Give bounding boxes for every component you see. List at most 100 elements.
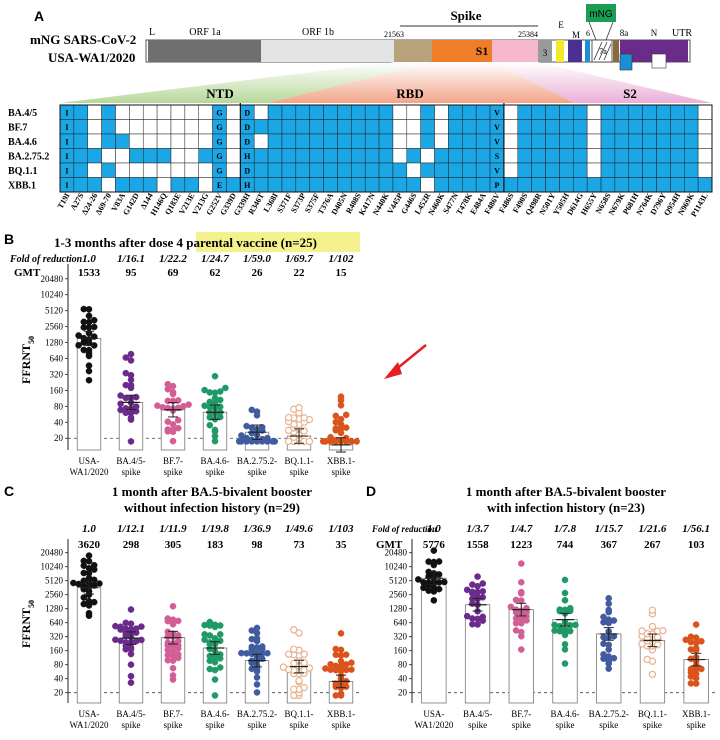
mutation-cell: [434, 104, 449, 120]
data-point: [300, 650, 308, 658]
mutation-cell: [392, 162, 408, 178]
panel-d-title-line2: with infection history (n=23): [487, 500, 645, 515]
data-point: [206, 639, 214, 646]
data-point: [248, 406, 256, 414]
mutation-cell: [697, 133, 713, 149]
data-point: [319, 438, 327, 445]
data-point: [348, 659, 355, 666]
data-point: [216, 664, 224, 671]
panel-b-header: 1-3 months after dose 4 parental vaccine…: [9, 232, 360, 279]
mutation-cell: [323, 177, 338, 193]
x-tick-label-line: BF.7-: [163, 709, 183, 719]
data-point: [164, 418, 172, 426]
data-point: [337, 415, 345, 423]
mutation-cell: [295, 104, 310, 120]
orf7-segment: [591, 39, 613, 63]
data-point: [643, 655, 651, 664]
data-point: [85, 312, 93, 320]
x-tick-label-line: USA-: [78, 456, 99, 466]
data-point: [430, 547, 438, 554]
orf1b-label: ORF 1b: [302, 27, 334, 38]
utr-label: UTR: [672, 28, 692, 39]
x-tick-label-line: spike: [599, 720, 618, 730]
mutation-cell: [73, 119, 88, 135]
mutation-cell: [670, 162, 685, 178]
data-point: [523, 604, 530, 612]
mutation-cell: [531, 177, 546, 193]
orf6-segment: [585, 40, 590, 62]
mutation-cell: [73, 148, 88, 164]
data-point: [648, 622, 657, 631]
mutation-cell: [420, 133, 435, 149]
mutation-cell-letter: V: [494, 123, 500, 132]
mutation-cell: [115, 104, 130, 120]
mutation-cell: [281, 133, 297, 149]
mutation-cell: [364, 177, 380, 193]
data-points: [154, 380, 192, 445]
panel-c-header: 1 month after BA.5-bivalent booster with…: [112, 484, 312, 515]
x-tick-label-line: BF.7-: [163, 456, 183, 466]
fold-reduction-value: 1/21.6: [639, 523, 667, 535]
x-tick-label-line: BA.4.6-: [201, 709, 230, 719]
y-axis-label: FFRNT50: [19, 336, 36, 384]
data-point: [469, 620, 476, 628]
data-point: [353, 438, 360, 445]
data-point: [698, 637, 705, 645]
data-point: [85, 609, 93, 617]
mutation-cell: [323, 133, 338, 149]
data-point: [271, 438, 279, 445]
rbd-label: RBD: [396, 86, 423, 101]
data-point: [90, 323, 98, 331]
panel-c-title-line2: without infection history (n=29): [124, 500, 300, 515]
data-point: [600, 640, 607, 648]
mutation-cell: [531, 162, 546, 178]
mutation-labels: T19IA27SΔ24-26Δ69-70V83AG142DΔ144H146QQ1…: [56, 191, 710, 219]
mutation-cell: [170, 148, 186, 164]
ntd-segment: [394, 40, 432, 62]
data-point: [305, 437, 314, 446]
mutation-cell-letter: S: [495, 152, 500, 161]
mutation-cell: [614, 162, 630, 178]
y-tick-label: 20: [398, 688, 408, 698]
fold-reduction-value: 1/69.7: [285, 253, 313, 265]
mutation-cell: [226, 177, 241, 193]
y-tick-label: 20480: [385, 548, 408, 558]
data-point: [164, 426, 172, 433]
fold-reduction-value: 1/36.9: [243, 523, 271, 535]
title-highlight: [196, 232, 360, 252]
x-tick-label-line: BQ.1.1-: [638, 709, 667, 719]
mutation-cell: [101, 119, 116, 135]
x-tick-label-line: BQ.1.1-: [285, 456, 314, 466]
mutation-cell: [670, 104, 685, 120]
data-point: [122, 619, 130, 627]
mutation-cell: [600, 119, 616, 135]
mutation-cell: [378, 177, 394, 193]
mutation-cell-letter: D: [244, 167, 250, 176]
data-point: [295, 404, 303, 412]
data-point: [75, 332, 82, 339]
y-tick-label: 20480: [41, 548, 64, 558]
fold-reduction-value: 1/59.0: [243, 253, 271, 265]
chart-b: 20 40 80 160 320 640 1280 2560 5120 10240 20480 FFR…: [19, 253, 362, 477]
data-point: [566, 604, 574, 612]
mutation-cell: [87, 162, 102, 178]
mutation-cell: [142, 104, 158, 120]
gmt-value: 367: [600, 539, 617, 551]
mutation-cell: [531, 104, 546, 120]
mutation-cell: [323, 104, 338, 120]
mutation-cell: [434, 148, 449, 164]
x-tick-label: BA.4.6-spike: [201, 709, 230, 730]
data-point: [206, 618, 214, 626]
data-point: [243, 434, 250, 442]
mutation-cell: [115, 119, 130, 135]
mutation-cell: [184, 177, 199, 193]
x-tick-label-line: spike: [512, 720, 531, 730]
data-point: [127, 606, 135, 613]
data-point: [169, 437, 177, 445]
orf6-label: 6: [586, 29, 590, 38]
x-tick-label-line: USA-: [78, 709, 99, 719]
mutation-cell: [87, 119, 102, 135]
mutation-cell: [406, 119, 421, 135]
mutation-cell: [184, 133, 199, 149]
data-point: [127, 661, 135, 668]
